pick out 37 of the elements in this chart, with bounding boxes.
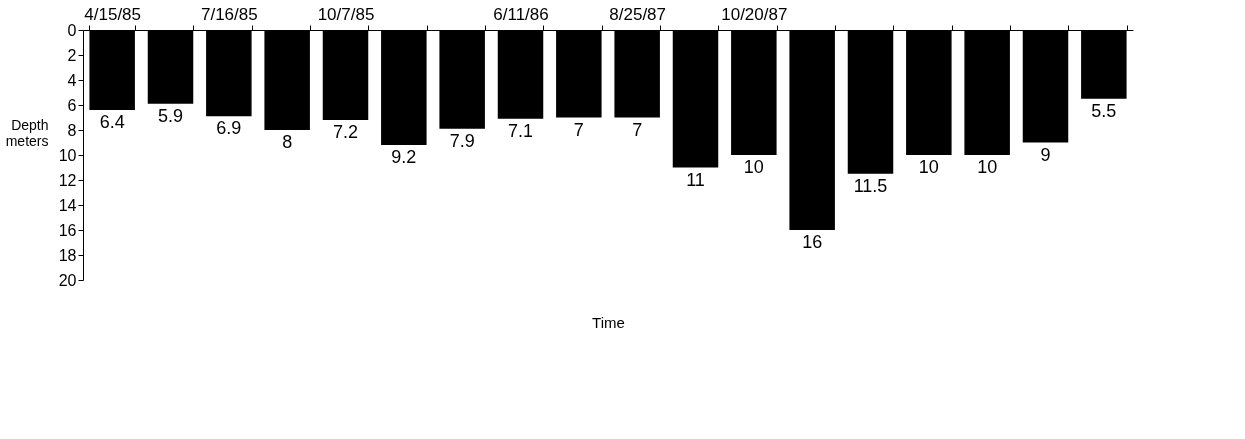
y-tick-label: 8 — [67, 121, 77, 139]
data-label: 16 — [802, 232, 823, 252]
y-tick-label: 12 — [58, 171, 77, 189]
y-tick-label: 4 — [67, 71, 77, 89]
y-tick-label: 2 — [67, 46, 77, 64]
y-tick-label: 20 — [58, 271, 77, 289]
data-label: 7 — [632, 119, 643, 140]
x-tick-label: 6/11/86 — [493, 4, 549, 24]
y-axis-title: Depth meters — [5, 116, 49, 149]
data-label: 5.9 — [157, 105, 184, 126]
data-label: 7.1 — [507, 120, 534, 141]
data-label: 11.5 — [853, 175, 888, 196]
data-label: 10 — [977, 157, 998, 177]
data-label: 7.2 — [332, 122, 359, 142]
data-label: 7 — [573, 119, 584, 140]
x-tick-label: 4/15/85 — [84, 4, 142, 24]
data-label: 11 — [686, 169, 705, 190]
x-tick-label: 7/16/85 — [200, 4, 258, 24]
y-tick-label: 6 — [67, 96, 77, 114]
x-tick-label: 8/25/87 — [609, 4, 667, 24]
data-label: 9 — [1040, 144, 1051, 165]
data-label: 6.9 — [216, 118, 242, 139]
y-tick-label: 0 — [67, 21, 77, 39]
data-label: 8 — [282, 132, 293, 152]
y-tick-label: 14 — [58, 196, 77, 214]
y-tick-label: 16 — [58, 221, 77, 239]
data-label: 10 — [918, 157, 939, 177]
data-label: 5.5 — [1091, 100, 1117, 121]
data-label: 7.9 — [449, 130, 475, 151]
x-tick-label: 10/7/85 — [317, 4, 375, 24]
y-tick-label: 18 — [58, 246, 77, 264]
data-label: 10 — [743, 157, 764, 177]
y-tick-label: 10 — [58, 146, 77, 164]
x-axis-title: Time — [592, 313, 625, 331]
data-label: 9.2 — [391, 147, 417, 167]
x-tick-label: 10/20/87 — [721, 4, 788, 24]
data-label: 6.4 — [99, 112, 125, 132]
